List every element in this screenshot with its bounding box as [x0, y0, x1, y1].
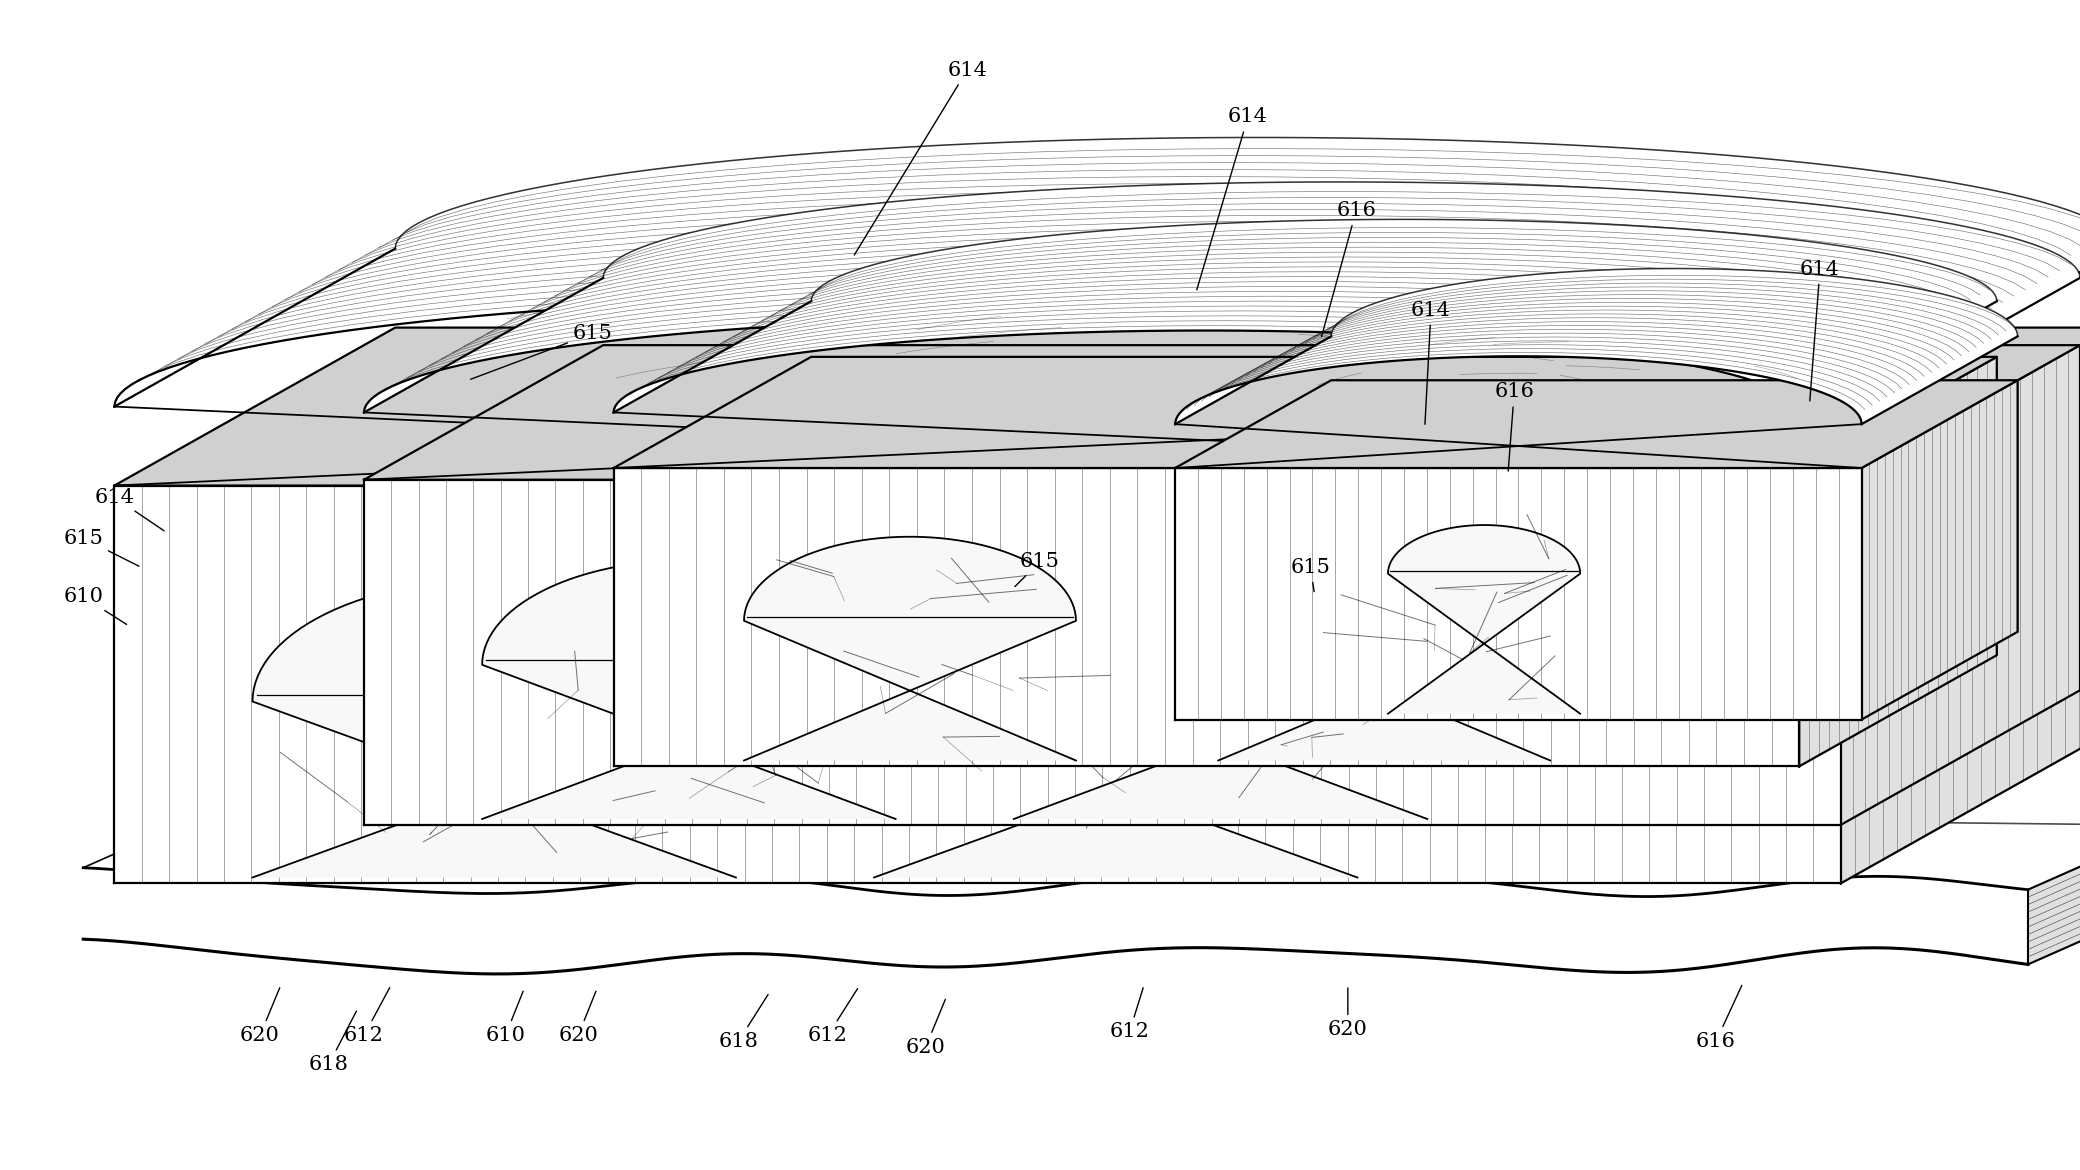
Polygon shape — [1175, 380, 2018, 468]
Polygon shape — [614, 220, 1997, 413]
Polygon shape — [83, 868, 2028, 973]
Polygon shape — [252, 579, 736, 878]
Text: 614: 614 — [1799, 260, 1841, 401]
Polygon shape — [1799, 357, 1997, 766]
Polygon shape — [1175, 468, 1862, 720]
Polygon shape — [114, 328, 2080, 486]
Polygon shape — [2028, 825, 2080, 964]
Text: 612: 612 — [1109, 987, 1150, 1041]
Text: 610: 610 — [62, 587, 127, 625]
Polygon shape — [1841, 345, 2080, 825]
Polygon shape — [364, 345, 2080, 480]
Polygon shape — [114, 486, 1841, 883]
Polygon shape — [1175, 269, 2018, 425]
Text: 616: 616 — [1695, 985, 1741, 1051]
Polygon shape — [483, 560, 896, 819]
Text: 615: 615 — [1015, 552, 1061, 586]
Polygon shape — [1841, 328, 2080, 883]
Polygon shape — [745, 537, 1075, 760]
Text: 618: 618 — [718, 994, 768, 1051]
Polygon shape — [614, 468, 1799, 766]
Text: 615: 615 — [470, 324, 614, 379]
Text: 620: 620 — [557, 991, 599, 1045]
Text: 614: 614 — [1410, 301, 1452, 425]
Polygon shape — [1862, 380, 2018, 720]
Polygon shape — [614, 357, 1997, 468]
Text: 620: 620 — [239, 987, 281, 1045]
Text: 612: 612 — [807, 989, 857, 1045]
Text: 614: 614 — [855, 61, 988, 255]
Text: 614: 614 — [94, 488, 164, 531]
Polygon shape — [874, 579, 1358, 878]
Text: 614: 614 — [1196, 108, 1269, 290]
Text: 612: 612 — [343, 987, 389, 1045]
Text: 615: 615 — [1290, 558, 1331, 592]
Polygon shape — [364, 183, 2080, 413]
Text: 616: 616 — [1493, 383, 1535, 472]
Text: 618: 618 — [308, 1011, 356, 1074]
Polygon shape — [1013, 560, 1427, 819]
Polygon shape — [1219, 537, 1550, 760]
Polygon shape — [114, 138, 2080, 407]
Polygon shape — [1387, 525, 1581, 714]
Polygon shape — [364, 480, 1841, 825]
Text: 620: 620 — [905, 999, 946, 1057]
Text: 620: 620 — [1327, 987, 1369, 1039]
Text: 616: 616 — [1321, 201, 1377, 337]
Text: 615: 615 — [62, 529, 139, 566]
Text: 610: 610 — [485, 991, 526, 1045]
